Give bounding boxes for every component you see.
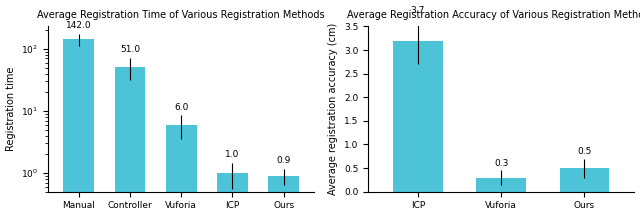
Y-axis label: Average registration accuracy (cm): Average registration accuracy (cm) bbox=[328, 23, 339, 195]
Text: 51.0: 51.0 bbox=[120, 45, 140, 54]
Bar bbox=[63, 39, 94, 216]
Text: 6.0: 6.0 bbox=[174, 103, 188, 111]
Text: 3.7: 3.7 bbox=[411, 6, 425, 15]
Bar bbox=[476, 178, 526, 192]
Title: Average Registration Time of Various Registration Methods: Average Registration Time of Various Reg… bbox=[37, 10, 325, 20]
Text: 0.3: 0.3 bbox=[494, 159, 508, 168]
Bar bbox=[559, 168, 609, 192]
Bar bbox=[393, 41, 443, 192]
Bar bbox=[268, 176, 299, 216]
Text: 0.9: 0.9 bbox=[276, 156, 291, 165]
Text: 1.0: 1.0 bbox=[225, 150, 239, 159]
Bar bbox=[115, 67, 145, 216]
Text: 0.5: 0.5 bbox=[577, 147, 591, 156]
Text: 142.0: 142.0 bbox=[66, 21, 92, 30]
Title: Average Registration Accuracy of Various Registration Methods: Average Registration Accuracy of Various… bbox=[347, 10, 640, 20]
Y-axis label: Registration time: Registration time bbox=[6, 67, 15, 151]
Bar bbox=[217, 173, 248, 216]
Bar bbox=[166, 125, 196, 216]
